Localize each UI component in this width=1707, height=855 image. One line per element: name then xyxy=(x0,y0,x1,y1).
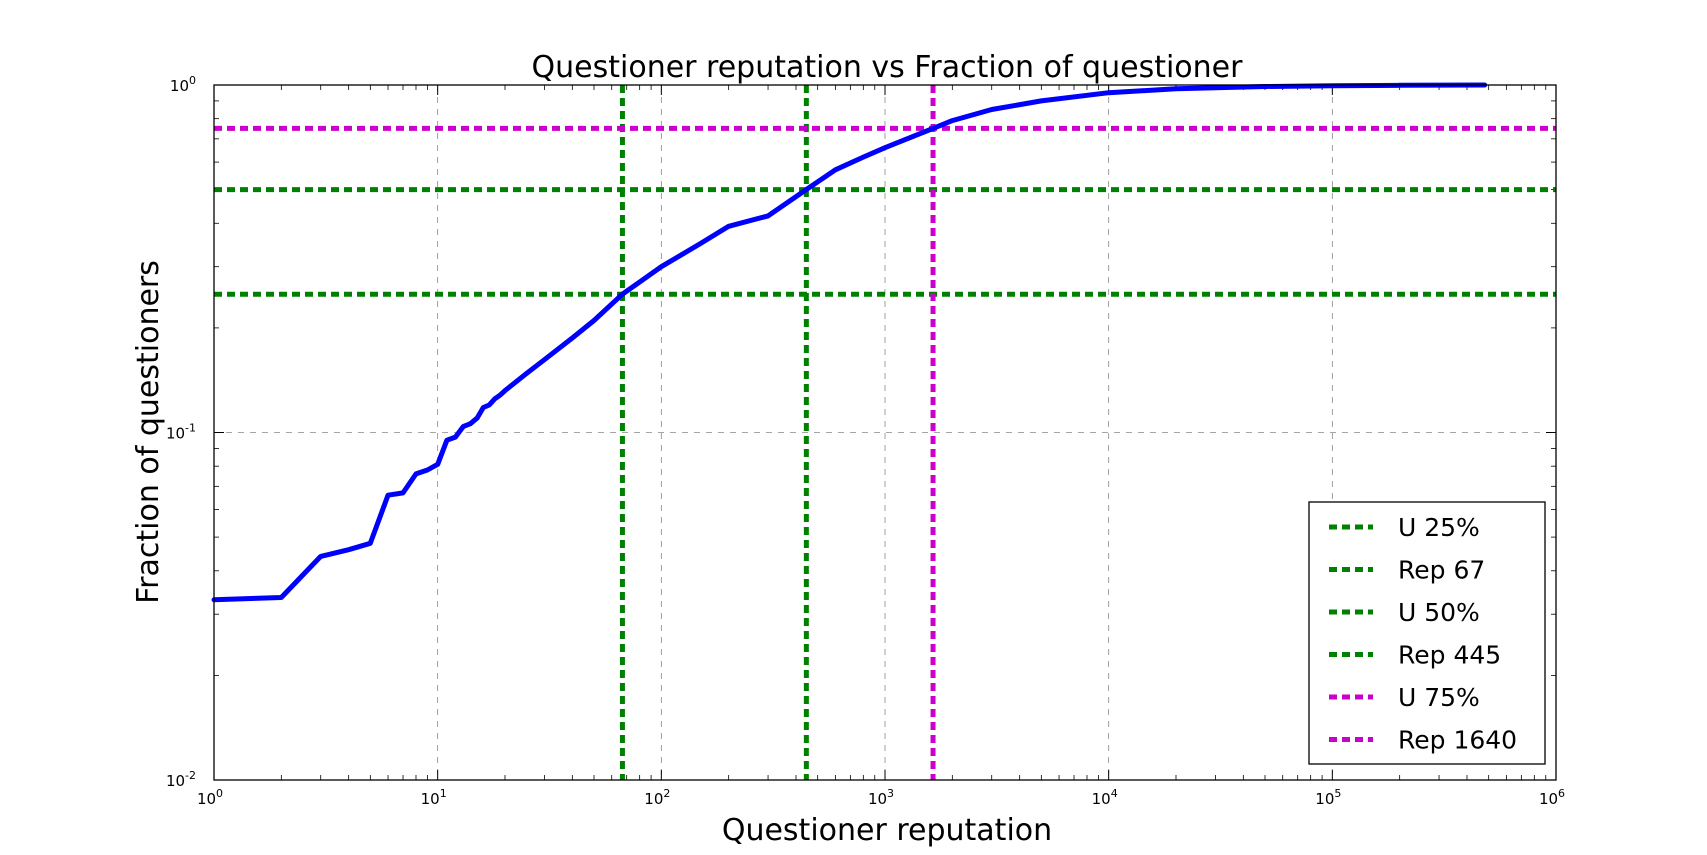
y-tick-labels: 10-2 10-1 100 xyxy=(166,74,196,790)
x-tick-label: 106 xyxy=(1539,787,1565,808)
y-tick-label: 10-1 xyxy=(166,422,196,443)
x-tick-label: 101 xyxy=(421,787,447,808)
plot-frame xyxy=(213,84,1557,781)
x-tick-label: 103 xyxy=(868,787,894,808)
x-tick-label: 105 xyxy=(1315,787,1341,808)
legend-box xyxy=(1308,501,1546,765)
chart-title: Questioner reputation vs Fraction of que… xyxy=(532,50,1244,85)
x-axis-label: Questioner reputation xyxy=(722,813,1052,848)
x-tick-labels: 100 101 102 103 104 105 106 xyxy=(197,787,1565,808)
series-line xyxy=(211,82,1488,603)
x-tick-label: 104 xyxy=(1092,787,1118,808)
legend-label: U 50% xyxy=(1398,598,1480,627)
y-axis-label: Fraction of questioners xyxy=(131,260,166,604)
x-tick-label: 102 xyxy=(644,787,670,808)
legend-label: Rep 1640 xyxy=(1398,726,1517,755)
x-tick-label: 100 xyxy=(197,787,223,808)
legend-label: U 75% xyxy=(1398,683,1480,712)
reference-lines xyxy=(214,85,1556,780)
y-tick-label: 10-2 xyxy=(166,769,196,790)
legend-label: U 25% xyxy=(1398,513,1480,542)
legend-label: Rep 67 xyxy=(1398,556,1485,585)
data-series xyxy=(211,82,1488,603)
y-tick-label: 100 xyxy=(170,74,196,95)
legend: U 25% Rep 67 U 50% Rep 445 U 75% Rep 1640 xyxy=(1308,501,1546,765)
legend-label: Rep 445 xyxy=(1398,641,1501,670)
